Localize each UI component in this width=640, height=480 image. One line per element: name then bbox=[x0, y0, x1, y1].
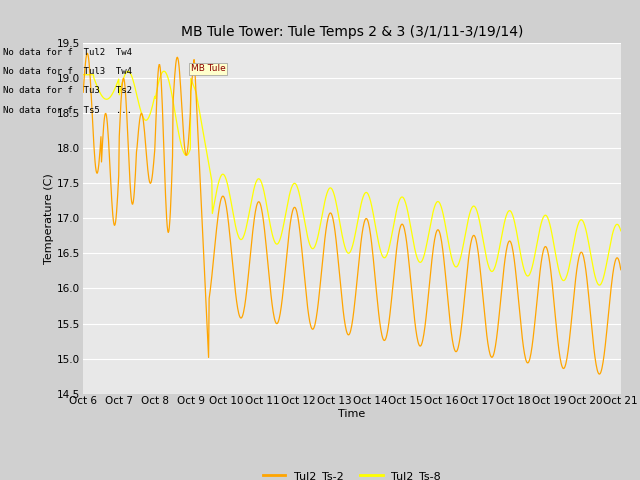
Tul2_Ts-8 bbox=[298, 200, 305, 205]
Legend: Tul2_Ts-2, Tul2_Ts-8: Tul2_Ts-2, Tul2_Ts-8 bbox=[259, 467, 445, 480]
Tul2_Ts-8 bbox=[134, 98, 142, 104]
Tul2_Ts-2 bbox=[595, 371, 603, 377]
Tul2_Ts-2 bbox=[79, 89, 87, 95]
Tul2_Ts-2 bbox=[135, 126, 143, 132]
Tul2_Ts-2 bbox=[317, 278, 324, 284]
Line: Tul2_Ts-2: Tul2_Ts-2 bbox=[83, 53, 621, 374]
Tul2_Ts-8 bbox=[595, 282, 603, 288]
Tul2_Ts-2 bbox=[84, 50, 92, 56]
Tul2_Ts-8 bbox=[449, 259, 457, 265]
Tul2_Ts-2 bbox=[509, 246, 516, 252]
Tul2_Ts-2 bbox=[298, 240, 305, 246]
Y-axis label: Temperature (C): Temperature (C) bbox=[44, 173, 54, 264]
X-axis label: Time: Time bbox=[339, 409, 365, 419]
Text: No data for f  Tu3   Ts2: No data for f Tu3 Ts2 bbox=[3, 86, 132, 96]
Text: No data for f  Ts5   ...: No data for f Ts5 ... bbox=[3, 106, 132, 115]
Tul2_Ts-8 bbox=[79, 72, 87, 78]
Tul2_Ts-8 bbox=[499, 227, 507, 232]
Tul2_Ts-2 bbox=[499, 274, 507, 280]
Text: MB Tule: MB Tule bbox=[191, 64, 225, 73]
Text: No data for f  Tul2  Tw4: No data for f Tul2 Tw4 bbox=[3, 48, 132, 57]
Tul2_Ts-8 bbox=[509, 212, 516, 218]
Tul2_Ts-8 bbox=[617, 228, 625, 234]
Tul2_Ts-2 bbox=[449, 340, 457, 346]
Tul2_Ts-2 bbox=[617, 267, 625, 273]
Title: MB Tule Tower: Tule Temps 2 & 3 (3/1/11-3/19/14): MB Tule Tower: Tule Temps 2 & 3 (3/1/11-… bbox=[181, 25, 523, 39]
Line: Tul2_Ts-8: Tul2_Ts-8 bbox=[83, 71, 621, 285]
Tul2_Ts-8 bbox=[317, 221, 324, 227]
Text: No data for f  Tul3  Tw4: No data for f Tul3 Tw4 bbox=[3, 67, 132, 76]
Tul2_Ts-8 bbox=[160, 68, 168, 74]
